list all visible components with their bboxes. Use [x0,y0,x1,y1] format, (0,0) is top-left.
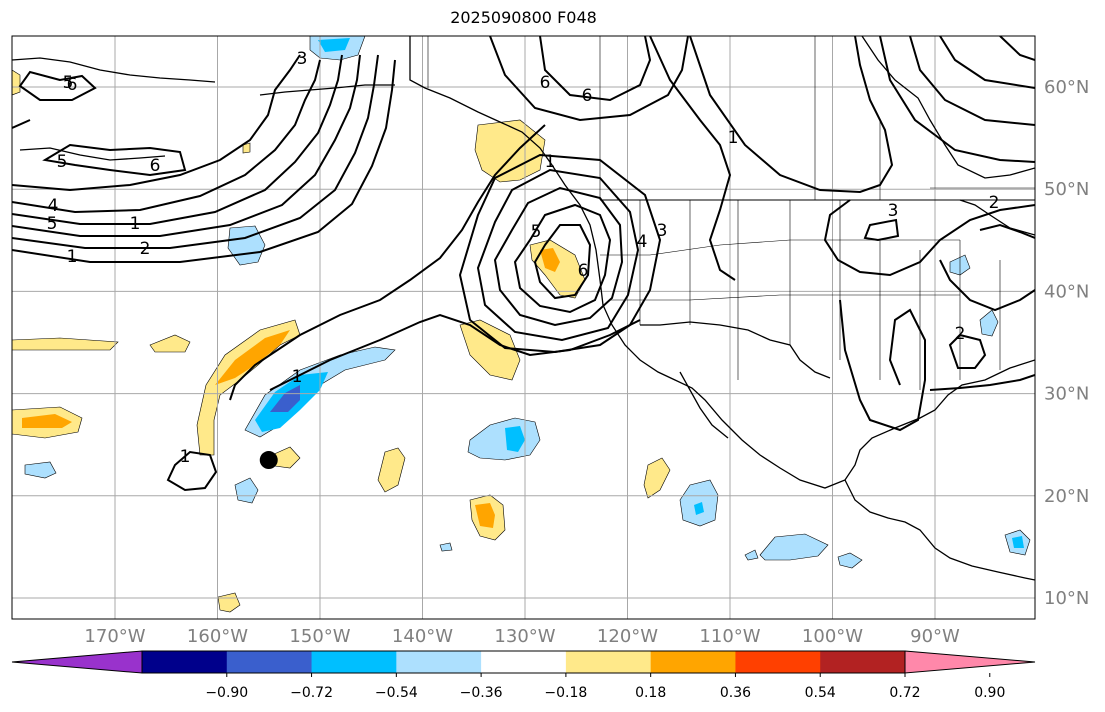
colorbar-extend-low [11,650,143,674]
colorbar-outline [141,650,906,674]
latitude-label: 40°N [1044,281,1089,302]
longitude-label: 150°W [289,626,350,647]
contour-label: 6 [540,73,551,93]
longitude-label: 170°W [84,626,145,647]
longitude-label: 130°W [494,626,555,647]
latitude-label: 20°N [1044,486,1089,507]
longitude-labels: 170°W 160°W 150°W 140°W 130°W 120°W 110°W 100°W… [84,626,960,647]
contour-label: 6 [582,86,593,106]
longitude-label: 140°W [392,626,453,647]
contour-label: 1 [545,152,556,172]
latitude-label: 10°N [1044,588,1089,609]
contour-label: 5 [57,152,68,172]
longitude-label: 160°W [187,626,248,647]
graticule-grid [12,36,1035,619]
colorbar-segment [142,651,228,673]
colorbar-tick-label: −0.18 [544,685,587,701]
colorbar-tick-label: −0.72 [290,685,333,701]
contour-label: 2 [140,239,151,259]
colorbar-segment [481,651,567,673]
map-title: 2025090800 F048 [450,8,597,27]
colorbar-tick-label: −0.90 [205,685,248,701]
map-frame [11,35,1036,620]
contour-label: 6 [578,261,589,281]
colorbar-tick-label: 0.54 [805,685,836,701]
negative-anomaly-shading [24,36,1031,569]
colorbar-tick-label: 0.36 [720,685,751,701]
latitude-label: 30°N [1044,384,1089,405]
colorbar-tick-label: 0.90 [974,685,1005,701]
longitude-label: 90°W [910,626,960,647]
contour-label: 4 [48,196,59,216]
contour-label: 1 [130,214,141,234]
latitude-label: 50°N [1044,179,1089,200]
colorbar-segment [820,651,906,673]
contour-lines [12,36,1035,492]
colorbar-segment [396,651,482,673]
contour-label: 1 [728,128,739,148]
contour-label: 1 [67,247,78,267]
colorbar-tick-label: −0.54 [375,685,418,701]
colorbar-tick-label: −0.36 [460,685,503,701]
contour-label: 3 [888,201,899,221]
contour-label: 6 [150,156,161,176]
colorbar-segment [226,651,313,673]
station-marker[interactable] [259,451,278,470]
colorbar-tick-label: 0.18 [635,685,666,701]
contour-label: 2 [955,324,966,344]
coastline-borders [12,36,1035,581]
latitude-labels: 60°N 50°N 40°N 30°N 20°N 10°N [1044,77,1089,609]
colorbar-segment [565,651,652,673]
contour-label: 1 [292,367,303,387]
colorbar-segment [650,651,736,673]
longitude-label: 110°W [699,626,760,647]
contour-label: 1 [180,447,191,467]
colorbar [11,650,1036,674]
contour-label: 5 [63,73,74,93]
contour-label: 3 [297,49,308,69]
latitude-label: 60°N [1044,77,1089,98]
colorbar-tick-label: 0.72 [889,685,920,701]
contour-label: 5 [531,222,542,242]
longitude-label: 100°W [802,626,863,647]
colorbar-segment [735,651,821,673]
contour-label: 6 [67,75,78,95]
contour-label: 2 [989,193,1000,213]
state-borders [427,36,1035,390]
positive-anomaly-shading [12,69,671,613]
colorbar-segment [311,651,397,673]
longitude-label: 120°W [597,626,658,647]
colorbar-tick-labels: −0.90 −0.72 −0.54 −0.36 −0.18 0.18 0.36 0.54 0.7… [205,673,1005,701]
colorbar-extend-high [904,650,1036,674]
contour-label: 3 [657,221,668,241]
contour-label: 5 [47,214,58,234]
contour-label: 4 [637,232,648,252]
